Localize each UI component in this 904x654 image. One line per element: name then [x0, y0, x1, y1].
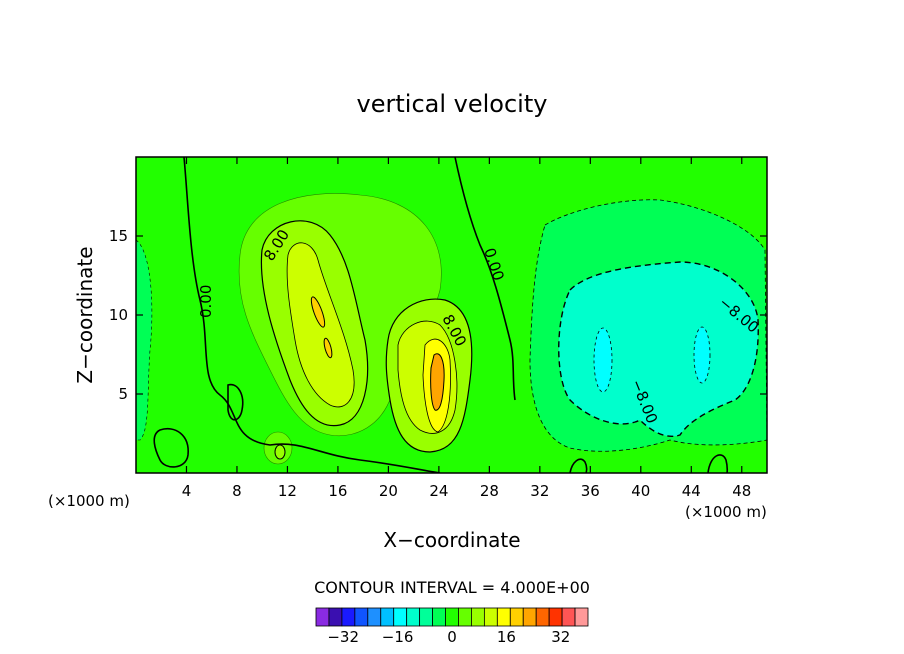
- colorbar-swatch: [548, 607, 563, 627]
- x-tick-label: 40: [631, 482, 650, 500]
- colorbar-swatch: [561, 607, 576, 627]
- y-tick-label: 15: [109, 227, 128, 245]
- y-axis: 5 10 15: [109, 227, 767, 403]
- contour-fill-neg12-east-2: [693, 326, 711, 384]
- colorbar-tick-label: 32: [551, 628, 570, 646]
- contour-field: [136, 157, 767, 473]
- x-tick-label: 4: [182, 482, 192, 500]
- chart-title: vertical velocity: [357, 90, 548, 118]
- x-tick-label: 44: [682, 482, 701, 500]
- x-origin-unit-label: (×1000 m): [48, 492, 130, 510]
- contour-fill-neg4-west: [136, 239, 153, 441]
- colorbar-swatch: [522, 607, 537, 627]
- y-axis-title: Z−coordinate: [73, 246, 97, 383]
- contour-fill-8-small: [274, 444, 286, 460]
- colorbar-swatch: [445, 607, 459, 627]
- zero-contour-cell-2: [227, 383, 244, 421]
- x-tick-label: 32: [530, 482, 549, 500]
- colorbar-swatch: [315, 607, 330, 627]
- x-tick-label: 48: [732, 482, 751, 500]
- colorbar-swatch: [419, 607, 433, 627]
- colorbar-swatch: [341, 607, 356, 627]
- colorbar-tick-label: −32: [327, 628, 359, 646]
- colorbar-tick-label: −16: [382, 628, 414, 646]
- colorbar-swatch: [406, 607, 421, 627]
- x-axis-title: X−coordinate: [383, 528, 520, 552]
- colorbar-swatch: [509, 607, 524, 627]
- contour-fill-neg8-east: [558, 261, 759, 437]
- colorbar-tick-label: 0: [447, 628, 457, 646]
- contour-fill-16-west-b: [323, 337, 333, 359]
- contour-interval-label: CONTOUR INTERVAL = 4.000E+00: [314, 578, 590, 597]
- contour-label: 0.00: [197, 285, 215, 318]
- x-axis: 4 8 12 16 20 24 28 32 36 40 44 48: [182, 157, 751, 500]
- contour-fill-neg12-east-1: [593, 327, 613, 393]
- zero-contour-cell-3: [569, 458, 588, 473]
- y-tick-label: 5: [118, 385, 128, 403]
- colorbar-swatch: [483, 607, 498, 627]
- colorbar-swatch: [354, 607, 369, 627]
- colorbar: −32 −16 0 16 32: [315, 607, 589, 646]
- colorbar-swatch: [432, 607, 446, 627]
- zero-contour-west: [183, 157, 441, 473]
- contour-fill-20-central: [430, 353, 445, 411]
- colorbar-swatch: [393, 607, 408, 627]
- colorbar-swatch: [535, 607, 550, 627]
- x-tick-label: 16: [328, 482, 347, 500]
- colorbar-swatch: [328, 607, 343, 627]
- colorbar-swatch: [380, 607, 395, 627]
- zero-contours: [153, 157, 729, 473]
- x-tick-label: 24: [429, 482, 448, 500]
- contour-fill-16-west-a: [310, 296, 326, 328]
- zero-contour-cell-4: [707, 454, 729, 473]
- x-axis-unit-label: (×1000 m): [685, 503, 767, 521]
- x-tick-label: 20: [379, 482, 398, 500]
- zero-contour-cell-1: [153, 428, 189, 468]
- colorbar-swatch: [471, 607, 485, 627]
- x-tick-label: 36: [581, 482, 600, 500]
- colorbar-swatch: [367, 607, 382, 627]
- x-tick-label: 8: [232, 482, 242, 500]
- colorbar-swatch: [458, 607, 472, 627]
- zero-contour-central: [454, 157, 516, 401]
- x-tick-label: 28: [480, 482, 499, 500]
- colorbar-swatch: [574, 607, 589, 627]
- x-tick-label: 12: [278, 482, 297, 500]
- colorbar-swatch: [496, 607, 511, 627]
- colorbar-tick-label: 16: [497, 628, 516, 646]
- y-tick-label: 10: [109, 306, 128, 324]
